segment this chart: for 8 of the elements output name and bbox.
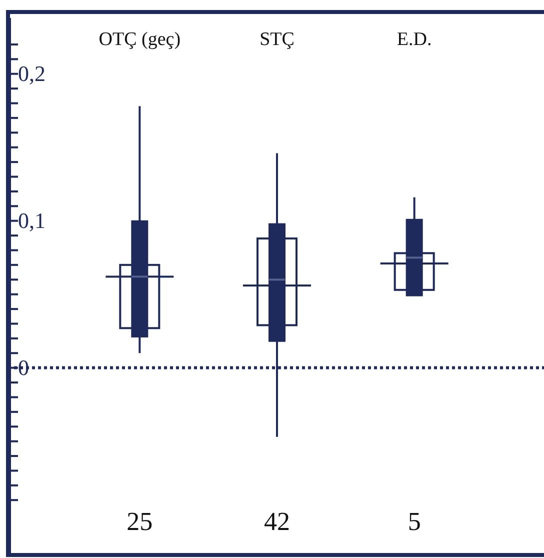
x-tick-label: STÇ (260, 29, 294, 50)
y-tick-label: 0,1 (18, 208, 46, 233)
x-tick-label: E.D. (396, 29, 432, 50)
y-tick-label: 0,2 (18, 60, 46, 86)
annotation: 25 (126, 507, 153, 536)
x-tick-label: OTÇ (geç) (98, 29, 181, 50)
annotation: 5 (408, 507, 421, 536)
annotation: 42 (264, 507, 290, 536)
